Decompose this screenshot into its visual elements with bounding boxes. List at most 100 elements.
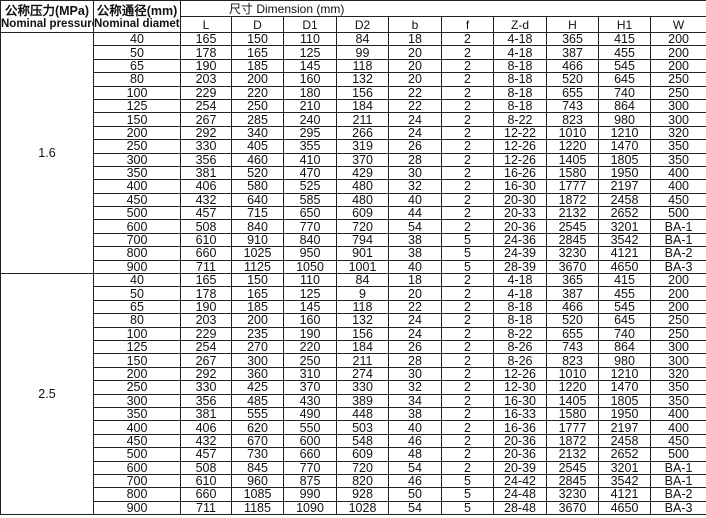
table-row: 350 381 555 490 448 38 2 16-33 1580 1950 400 <box>1 406 706 422</box>
dimension-cell-f: 2 <box>441 339 494 355</box>
dimension-cell-d1: 220 <box>283 339 337 355</box>
dimension-cell-b: 30 <box>388 366 442 382</box>
dimension-cell-h1: 3201 <box>598 219 651 234</box>
dimension-cell-z-d: 20-33 <box>493 206 547 221</box>
table-row: 50 178 165 125 99 20 2 4-18 387 455 200 <box>1 45 706 60</box>
dimension-cell-d2: 156 <box>336 85 389 100</box>
dimension-cell-w: 350 <box>649 152 706 167</box>
dimension-cell-f: 2 <box>441 353 494 368</box>
dimension-cell-z-d: 8-18 <box>493 98 547 114</box>
dimension-cell-d1: 770 <box>283 460 337 475</box>
table-row: 250 330 405 355 319 26 2 12-26 1220 1470 350 <box>1 139 706 154</box>
dimension-cell-l: 711 <box>180 500 232 516</box>
dimension-cell-h1: 1950 <box>598 406 651 422</box>
dimension-cell-f: 2 <box>441 72 494 87</box>
dimension-cell-z-d: 24-39 <box>493 246 547 261</box>
dimension-cell-f: 2 <box>441 45 494 60</box>
dimension-cell-f: 2 <box>441 31 494 47</box>
table-row: 200 292 360 310 274 30 2 12-26 1010 1210 320 <box>1 366 706 382</box>
nominal-diameter-cell: 350 <box>93 406 181 422</box>
nominal-diameter-cell: 65 <box>93 58 181 74</box>
dimension-cell-d: 580 <box>231 179 284 194</box>
dimension-cell-z-d: 16-33 <box>493 406 547 422</box>
table-row: 800 660 1025 950 901 38 5 24-39 3230 4121 BA-2 <box>1 246 706 261</box>
dimension-cell-h: 2132 <box>546 206 599 221</box>
nominal-diameter-cell: 300 <box>93 393 181 408</box>
table-row: 80 203 200 160 132 24 2 8-18 520 645 250 <box>1 313 706 328</box>
dimension-cell-z-d: 4-18 <box>493 286 547 301</box>
dimension-cell-h1: 645 <box>598 313 651 328</box>
dimension-cell-d: 185 <box>231 299 284 315</box>
dimension-cell-h: 655 <box>546 326 599 341</box>
table-row: 700 610 960 875 820 46 5 24-42 2845 3542 BA-1 <box>1 473 706 489</box>
dimension-cell-h1: 2197 <box>598 179 651 194</box>
dimension-cell-h1: 2458 <box>598 433 651 449</box>
dimension-cell-l: 203 <box>180 72 232 87</box>
nominal-diameter-cell: 700 <box>93 473 181 489</box>
dimension-cell-d1: 650 <box>283 206 337 221</box>
dimension-cell-h1: 455 <box>598 45 651 60</box>
dimension-cell-f: 2 <box>441 433 494 449</box>
dimension-cell-w: 500 <box>649 206 706 221</box>
dimension-cell-d1: 410 <box>283 152 337 167</box>
dimension-cell-d2: 389 <box>336 393 389 408</box>
dimension-cell-w: 200 <box>649 286 706 301</box>
dimension-cell-h: 2845 <box>546 473 599 489</box>
table-row: 100 229 220 180 156 22 2 8-18 655 740 250 <box>1 85 706 100</box>
dimension-header: 尺寸 Dimension (mm) <box>179 0 706 17</box>
dimension-cell-d1: 160 <box>283 313 337 328</box>
dimension-cell-w: 450 <box>649 433 706 449</box>
dimension-cell-f: 2 <box>441 58 494 74</box>
table-row: 500 457 715 650 609 44 2 20-33 2132 2652 500 <box>1 206 706 221</box>
dimension-cell-b: 20 <box>388 286 442 301</box>
dimension-cell-h: 1405 <box>546 393 599 408</box>
table-row: 700 610 910 840 794 38 5 24-36 2845 3542 BA-1 <box>1 232 706 248</box>
dimension-cell-d1: 370 <box>283 380 337 395</box>
dimension-cell-d2: 84 <box>336 273 389 288</box>
dimension-cell-f: 5 <box>441 246 494 261</box>
nominal-diameter-cell: 80 <box>93 72 181 87</box>
dimension-cell-d2: 548 <box>336 433 389 449</box>
dimension-cell-d2: 928 <box>336 487 389 502</box>
nominal-diameter-cell: 40 <box>93 273 181 288</box>
dimension-cell-d2: 184 <box>336 339 389 355</box>
dimension-cell-d1: 180 <box>283 85 337 100</box>
dimension-cell-f: 2 <box>441 219 494 234</box>
dimension-cell-h1: 3542 <box>598 473 651 489</box>
dimension-cell-d1: 125 <box>283 286 337 301</box>
dimension-cell-d2: 720 <box>336 219 389 234</box>
dimension-cell-d: 200 <box>231 72 284 87</box>
dimension-cell-d1: 110 <box>283 31 337 47</box>
dimension-cell-h1: 3542 <box>598 232 651 248</box>
dimension-cell-d2: 266 <box>336 125 389 141</box>
dimension-cell-h: 1010 <box>546 125 599 141</box>
dimension-cell-f: 2 <box>441 165 494 181</box>
dimension-cell-d2: 132 <box>336 313 389 328</box>
dimension-cell-f: 5 <box>441 473 494 489</box>
dimension-cell-d1: 125 <box>283 45 337 60</box>
dimension-cell-f: 5 <box>441 500 494 516</box>
dimension-cell-f: 2 <box>441 393 494 408</box>
dimension-cell-f: 2 <box>441 313 494 328</box>
dimension-cell-d2: 820 <box>336 473 389 489</box>
dimension-cell-d2: 480 <box>336 192 389 208</box>
nominal-diameter-cell: 250 <box>93 139 181 154</box>
dimension-cell-d: 405 <box>231 139 284 154</box>
dimension-cell-d: 460 <box>231 152 284 167</box>
nominal-diameter-cell: 900 <box>93 500 181 516</box>
dimension-cell-l: 165 <box>180 273 232 288</box>
dimension-cell-b: 48 <box>388 447 442 462</box>
dimension-cell-b: 40 <box>388 420 442 435</box>
nominal-diameter-cell: 125 <box>93 339 181 355</box>
dimension-cell-b: 26 <box>388 139 442 154</box>
dimension-cell-d: 845 <box>231 460 284 475</box>
dimension-cell-d2: 794 <box>336 232 389 248</box>
nominal-diameter-cell: 400 <box>93 179 181 194</box>
dimension-cell-w: 350 <box>649 139 706 154</box>
dimension-cell-h: 3230 <box>546 246 599 261</box>
dimension-cell-b: 20 <box>388 58 442 74</box>
dimension-cell-d1: 950 <box>283 246 337 261</box>
dimension-cell-d: 715 <box>231 206 284 221</box>
dimension-cell-b: 26 <box>388 339 442 355</box>
dimension-cell-z-d: 20-30 <box>493 192 547 208</box>
